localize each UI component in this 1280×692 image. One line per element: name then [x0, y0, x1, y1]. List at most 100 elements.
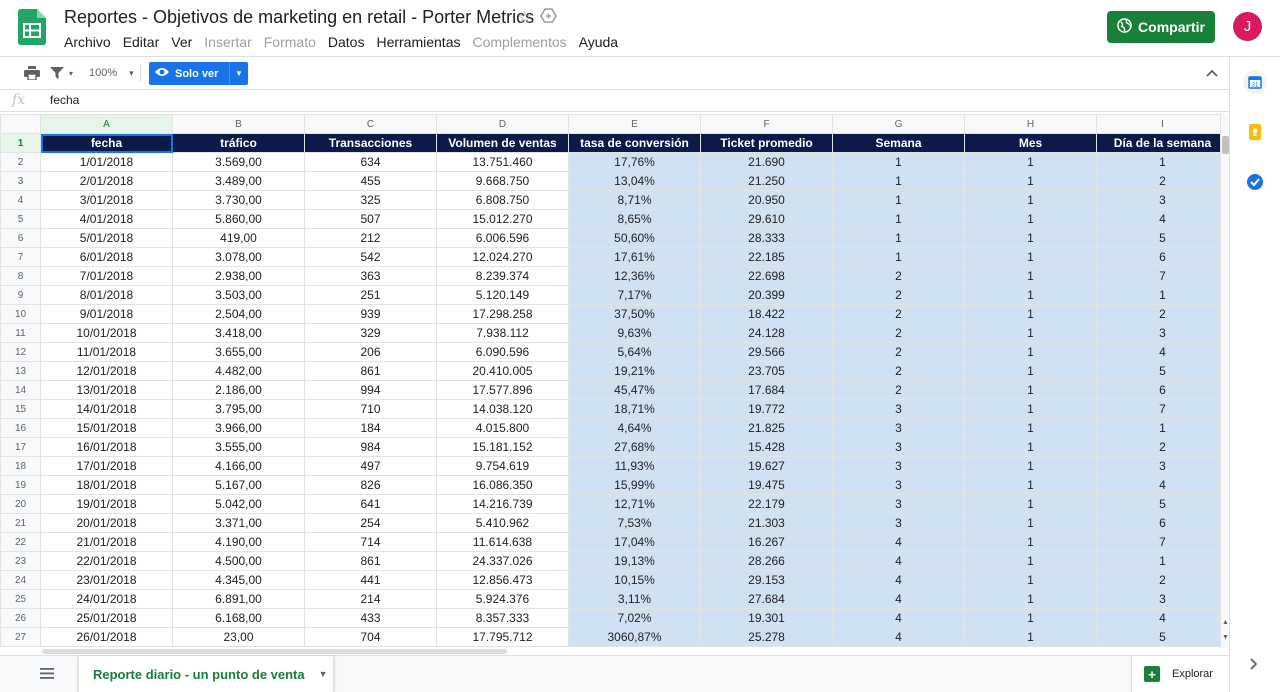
cell-g[interactable]: 1: [833, 191, 965, 210]
row-number[interactable]: 19: [1, 476, 41, 495]
chevron-up-icon[interactable]: [1206, 65, 1218, 80]
cell-i[interactable]: 2: [1097, 571, 1229, 590]
cell-g[interactable]: 2: [833, 286, 965, 305]
cell-h[interactable]: 1: [965, 590, 1097, 609]
cell-i[interactable]: 5: [1097, 495, 1229, 514]
cell-c[interactable]: 325: [305, 191, 437, 210]
cell-g[interactable]: 1: [833, 210, 965, 229]
cell-a[interactable]: 20/01/2018: [41, 514, 173, 533]
cell-i[interactable]: 5: [1097, 229, 1229, 248]
cell-g[interactable]: 4: [833, 590, 965, 609]
cell-b[interactable]: 2.504,00: [173, 305, 305, 324]
cell-a[interactable]: 11/01/2018: [41, 343, 173, 362]
cell-e[interactable]: 8,71%: [569, 191, 701, 210]
cell-i[interactable]: 7: [1097, 267, 1229, 286]
cell-a[interactable]: 4/01/2018: [41, 210, 173, 229]
cell-g[interactable]: 1: [833, 172, 965, 191]
cell-a[interactable]: 5/01/2018: [41, 229, 173, 248]
cell-h[interactable]: 1: [965, 362, 1097, 381]
cell-g[interactable]: 2: [833, 267, 965, 286]
row-number[interactable]: 4: [1, 191, 41, 210]
menu-item-complementos[interactable]: Complementos: [466, 33, 572, 51]
cell-f[interactable]: 16.267: [701, 533, 833, 552]
column-header-a[interactable]: A: [41, 115, 173, 134]
cell-c[interactable]: 861: [305, 362, 437, 381]
cell-g[interactable]: 4: [833, 609, 965, 628]
cell-i[interactable]: 3: [1097, 590, 1229, 609]
cell-i[interactable]: 1: [1097, 419, 1229, 438]
cell-a[interactable]: 10/01/2018: [41, 324, 173, 343]
cell-c[interactable]: 441: [305, 571, 437, 590]
cell-h[interactable]: 1: [965, 210, 1097, 229]
cell-h[interactable]: 1: [965, 457, 1097, 476]
all-sheets-icon[interactable]: [40, 666, 54, 682]
cell-i[interactable]: 4: [1097, 609, 1229, 628]
row-number[interactable]: 18: [1, 457, 41, 476]
cell-b[interactable]: 3.078,00: [173, 248, 305, 267]
cell-e[interactable]: 17,04%: [569, 533, 701, 552]
cell-d[interactable]: 24.337.026: [437, 552, 569, 571]
cell-b[interactable]: 6.891,00: [173, 590, 305, 609]
cell-c[interactable]: 641: [305, 495, 437, 514]
cell-d[interactable]: 17.577.896: [437, 381, 569, 400]
cell-g[interactable]: 3: [833, 476, 965, 495]
cell-a[interactable]: 1/01/2018: [41, 153, 173, 172]
cell-i[interactable]: 7: [1097, 400, 1229, 419]
cell-g[interactable]: 1: [833, 153, 965, 172]
cell-f[interactable]: 19.772: [701, 400, 833, 419]
move-to-drive-icon[interactable]: [540, 8, 557, 29]
cell-a[interactable]: 9/01/2018: [41, 305, 173, 324]
cell-b[interactable]: 2.186,00: [173, 381, 305, 400]
cell-b[interactable]: 4.190,00: [173, 533, 305, 552]
cell-c[interactable]: 861: [305, 552, 437, 571]
cell-i[interactable]: 1: [1097, 552, 1229, 571]
cell-c[interactable]: 710: [305, 400, 437, 419]
cell-e[interactable]: 18,71%: [569, 400, 701, 419]
cell-d[interactable]: 9.754.619: [437, 457, 569, 476]
cell-e[interactable]: 7,17%: [569, 286, 701, 305]
cell-i[interactable]: 4: [1097, 343, 1229, 362]
cell-c[interactable]: 363: [305, 267, 437, 286]
sheets-logo-icon[interactable]: [18, 9, 46, 45]
cell-h[interactable]: 1: [965, 628, 1097, 647]
cell-g[interactable]: 1: [833, 229, 965, 248]
cell-c[interactable]: 251: [305, 286, 437, 305]
cell-d[interactable]: 12.024.270: [437, 248, 569, 267]
cell-c[interactable]: 184: [305, 419, 437, 438]
cell-a[interactable]: 24/01/2018: [41, 590, 173, 609]
keep-notes-icon[interactable]: [1243, 120, 1267, 144]
cell-b[interactable]: 3.503,00: [173, 286, 305, 305]
cell-a[interactable]: 12/01/2018: [41, 362, 173, 381]
cell-h[interactable]: 1: [965, 191, 1097, 210]
cell-f[interactable]: 21.303: [701, 514, 833, 533]
cell-c[interactable]: 254: [305, 514, 437, 533]
cell-g[interactable]: 4: [833, 552, 965, 571]
row-number[interactable]: 8: [1, 267, 41, 286]
header-cell[interactable]: Volumen de ventas: [437, 134, 569, 153]
cell-e[interactable]: 12,71%: [569, 495, 701, 514]
chevron-right-icon[interactable]: [1250, 658, 1258, 673]
header-cell[interactable]: Semana: [833, 134, 965, 153]
cell-c[interactable]: 497: [305, 457, 437, 476]
cell-b[interactable]: 2.938,00: [173, 267, 305, 286]
filter-icon[interactable]: ▾: [50, 61, 73, 85]
account-avatar[interactable]: J: [1233, 12, 1262, 41]
cell-c[interactable]: 507: [305, 210, 437, 229]
cell-e[interactable]: 19,21%: [569, 362, 701, 381]
cell-i[interactable]: 3: [1097, 457, 1229, 476]
cell-a[interactable]: 23/01/2018: [41, 571, 173, 590]
cell-b[interactable]: 3.555,00: [173, 438, 305, 457]
column-header-c[interactable]: C: [305, 115, 437, 134]
scroll-down-icon[interactable]: ▼: [1222, 634, 1229, 641]
cell-e[interactable]: 13,04%: [569, 172, 701, 191]
cell-i[interactable]: 2: [1097, 438, 1229, 457]
cell-g[interactable]: 2: [833, 381, 965, 400]
cell-b[interactable]: 3.795,00: [173, 400, 305, 419]
menu-item-herramientas[interactable]: Herramientas: [370, 33, 466, 51]
print-icon[interactable]: [24, 61, 40, 85]
cell-f[interactable]: 22.698: [701, 267, 833, 286]
cell-g[interactable]: 3: [833, 457, 965, 476]
cell-c[interactable]: 634: [305, 153, 437, 172]
cell-i[interactable]: 5: [1097, 628, 1229, 647]
